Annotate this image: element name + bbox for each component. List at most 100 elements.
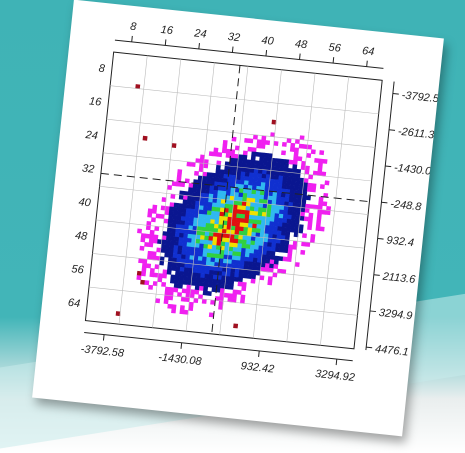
heat-cell bbox=[230, 225, 236, 231]
heat-cell bbox=[296, 202, 302, 208]
heat-cell bbox=[258, 164, 264, 170]
heat-cell bbox=[296, 207, 302, 213]
heat-cell bbox=[308, 212, 314, 218]
heat-cell bbox=[223, 173, 229, 179]
left-tick-label: 24 bbox=[84, 129, 98, 142]
heat-cell bbox=[247, 189, 253, 195]
heat-cell bbox=[185, 208, 191, 214]
heat-cell bbox=[250, 159, 256, 165]
heat-cell bbox=[175, 262, 181, 268]
heat-cell bbox=[194, 204, 200, 210]
heat-cell bbox=[291, 172, 297, 178]
heat-cell bbox=[291, 215, 297, 220]
heat-cell bbox=[166, 231, 172, 237]
heat-cell bbox=[280, 158, 286, 164]
right-tick-label: 2113.6 bbox=[381, 271, 417, 287]
heat-cell bbox=[238, 154, 244, 160]
heat-cell bbox=[245, 244, 251, 250]
heat-cell bbox=[231, 174, 237, 180]
heat-cell bbox=[204, 269, 210, 275]
heat-cell bbox=[196, 264, 202, 270]
heat-cell bbox=[297, 156, 303, 162]
tick bbox=[102, 334, 105, 341]
heat-cell bbox=[183, 275, 188, 281]
heat-cell bbox=[290, 219, 296, 225]
heat-cell bbox=[227, 293, 233, 299]
heat-cell bbox=[214, 215, 220, 221]
heat-cell bbox=[271, 238, 277, 244]
heat-cell bbox=[199, 154, 205, 160]
heat-cell bbox=[276, 196, 282, 202]
heat-cell bbox=[248, 257, 254, 263]
heat-cell bbox=[222, 178, 228, 184]
heat-cell bbox=[205, 227, 211, 233]
heat-cell bbox=[201, 175, 207, 181]
heat-cell bbox=[200, 226, 206, 232]
heat-cell bbox=[214, 257, 220, 263]
right-tick-label: -248.8 bbox=[390, 198, 423, 213]
heat-cell bbox=[254, 198, 260, 204]
heat-cell bbox=[239, 222, 245, 228]
heat-cell bbox=[199, 235, 205, 241]
heat-cell bbox=[224, 203, 230, 209]
heat-cell bbox=[261, 254, 267, 260]
heat-cell bbox=[319, 184, 325, 190]
heat-cell bbox=[281, 141, 287, 147]
heat-cell bbox=[224, 165, 230, 171]
heat-cell bbox=[162, 273, 167, 279]
heat-cell bbox=[244, 171, 250, 177]
heat-cell bbox=[252, 177, 258, 183]
heat-cell bbox=[273, 264, 279, 270]
heat-cell bbox=[208, 236, 214, 241]
heat-cell bbox=[262, 165, 268, 171]
heat-cell bbox=[271, 200, 277, 206]
heat-cell bbox=[192, 230, 198, 236]
heat-cell bbox=[219, 207, 225, 213]
heat-cell bbox=[236, 251, 242, 257]
heat-cell bbox=[196, 226, 202, 232]
heat-cell bbox=[263, 237, 269, 243]
heat-cell bbox=[228, 208, 234, 214]
heat-cell bbox=[277, 268, 283, 274]
heat-cell bbox=[258, 203, 264, 209]
heat-cell bbox=[302, 186, 308, 192]
heat-cell bbox=[263, 233, 269, 239]
heat-cell bbox=[204, 231, 210, 237]
heat-cell bbox=[152, 238, 158, 244]
heat-cell bbox=[191, 276, 197, 282]
heat-cell bbox=[259, 194, 265, 200]
heat-cell bbox=[175, 224, 181, 230]
heat-cell bbox=[281, 222, 287, 228]
heat-cell bbox=[298, 181, 304, 187]
heat-cell bbox=[203, 201, 209, 207]
tick bbox=[198, 42, 200, 50]
heat-cell bbox=[213, 185, 219, 191]
heat-cell bbox=[302, 190, 308, 196]
heat-cell bbox=[243, 180, 249, 186]
heat-cell bbox=[251, 189, 257, 195]
heat-cell bbox=[225, 191, 231, 197]
heat-cell bbox=[231, 217, 237, 223]
heat-cell bbox=[212, 240, 218, 246]
heat-cell bbox=[187, 276, 193, 282]
paper: 8 16 24 32 40 48 56 64 8 16 24 32 40 48 56 64 -3792.5 -26… bbox=[32, 0, 444, 437]
heat-cell bbox=[210, 215, 216, 221]
heat-cell bbox=[231, 297, 237, 303]
heat-cell bbox=[282, 218, 288, 224]
heat-cell bbox=[227, 212, 233, 218]
tick bbox=[164, 39, 167, 46]
heat-cell bbox=[301, 241, 307, 247]
heat-cell bbox=[212, 198, 218, 204]
heat-cell bbox=[303, 182, 309, 188]
heat-cell bbox=[258, 198, 264, 204]
grid-line bbox=[99, 186, 369, 215]
heat-cell bbox=[242, 150, 248, 156]
heat-cell bbox=[303, 216, 309, 222]
heat-cell bbox=[270, 255, 275, 261]
heat-cell bbox=[235, 175, 241, 181]
heat-cell bbox=[262, 169, 268, 175]
heat-cell bbox=[171, 261, 177, 267]
grid bbox=[88, 55, 379, 346]
heat-cell bbox=[259, 275, 265, 281]
heat-cell bbox=[162, 231, 168, 237]
